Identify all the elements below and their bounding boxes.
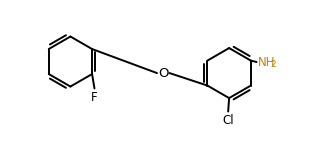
Text: Cl: Cl (222, 114, 234, 127)
Text: O: O (158, 67, 169, 80)
Text: 2: 2 (270, 60, 276, 69)
Text: F: F (91, 91, 98, 104)
Text: NH: NH (258, 56, 275, 69)
